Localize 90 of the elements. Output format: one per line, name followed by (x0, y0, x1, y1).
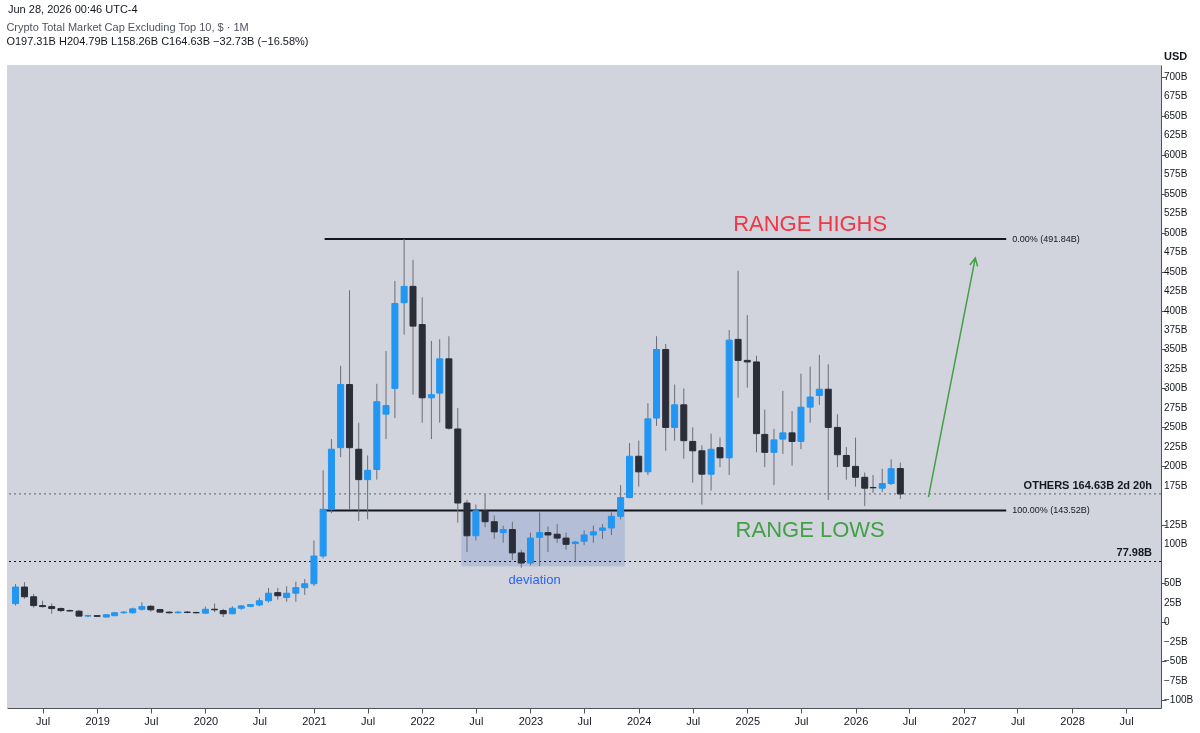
x-tick-label: 2027 (952, 714, 977, 727)
chart-subtitle: O197.31B H204.79B L158.26B C164.63B −32.73B (−16.58%) (6, 35, 309, 47)
y-tick-label: 650B (1164, 109, 1188, 121)
candlestick (292, 581, 300, 603)
candlestick (490, 514, 498, 540)
annotation: 0.00% (491.84B) (1012, 233, 1080, 244)
candlestick (427, 340, 435, 440)
x-tick-label: Jul (36, 714, 51, 727)
y-tick-label: 550B (1164, 187, 1188, 199)
x-tick-label: 2022 (410, 714, 435, 727)
x-tick-label: 2020 (193, 714, 219, 727)
annotation: RANGE LOWS (735, 516, 885, 542)
x-tick-label: Jul (1010, 714, 1026, 727)
y-tick-label: 200B (1164, 460, 1188, 472)
ref-line-label: OTHERS 164.63B 2d 20h (1023, 478, 1153, 491)
x-tick-label: Jul (252, 714, 267, 727)
text: Jun 28, 2026 00:46 UTC-4 (7, 2, 139, 17)
y-tick-label: 175B (1164, 479, 1188, 491)
x-tick-label: Jul (794, 714, 809, 727)
y-tick-label: 100B (1164, 538, 1188, 550)
candlestick (508, 521, 516, 561)
y-tick-label: 700B (1164, 70, 1188, 82)
y-tick-label: −75B (1164, 674, 1188, 686)
y-tick-label: 450B (1164, 265, 1188, 277)
candlestick (536, 511, 544, 567)
y-tick-label: 0 (1164, 616, 1170, 628)
candlestick (716, 437, 724, 468)
y-tick-label: 575B (1164, 168, 1188, 180)
y-tick-label: 125B (1164, 518, 1188, 530)
x-tick-label: 2021 (302, 714, 327, 727)
candlestick (698, 444, 706, 506)
candlestick (842, 446, 850, 481)
y-tick-label: −25B (1164, 635, 1188, 647)
x-tick-label: 2024 (626, 714, 652, 727)
y-tick-label: 275B (1164, 401, 1188, 413)
candlestick (481, 493, 489, 528)
candlestick (761, 408, 769, 468)
x-tick-label: 2025 (735, 714, 761, 727)
x-tick-label: 2028 (1060, 714, 1085, 727)
candlestick (138, 601, 146, 612)
annotation: deviation (508, 572, 561, 588)
candlestick (671, 384, 679, 442)
y-tick-label: 250B (1164, 421, 1188, 433)
chart-title: Crypto Total Market Cap Excluding Top 10, $ · 1M (6, 21, 249, 33)
candlestick (544, 525, 552, 553)
candlestick (734, 270, 742, 399)
candlestick (635, 440, 643, 488)
x-tick-label: 2026 (843, 714, 869, 727)
annotation: 100.00% (143.52B) (1012, 505, 1090, 516)
x-tick-label: Jul (902, 714, 917, 727)
candlestick (806, 366, 814, 424)
x-tick-label: Jul (577, 714, 592, 727)
y-tick-label: 325B (1164, 362, 1188, 374)
x-tick-label: Jul (144, 714, 159, 727)
y-tick-label: 50B (1164, 577, 1183, 589)
annotation: RANGE HIGHS (733, 211, 888, 236)
candlestick (607, 511, 615, 536)
candlestick (382, 350, 390, 440)
y-axis-title: USD (1164, 50, 1188, 62)
x-tick-label: 2019 (85, 714, 110, 727)
candlestick (689, 426, 697, 484)
y-tick-label: −50B (1164, 655, 1188, 667)
y-tick-label: 350B (1164, 343, 1188, 355)
ref-line-label: 77.98B (1116, 546, 1153, 559)
candlestick (815, 354, 823, 406)
y-tick-label: 425B (1164, 285, 1188, 297)
y-tick-label: 225B (1164, 440, 1188, 452)
candlestick (617, 484, 625, 520)
y-tick-label: 500B (1164, 226, 1188, 238)
x-tick-label: Jul (361, 714, 376, 727)
y-tick-label: 675B (1164, 90, 1188, 102)
candlestick (400, 238, 408, 336)
x-tick-label: Jul (686, 714, 701, 727)
y-tick-label: 400B (1164, 304, 1188, 316)
y-tick-label: 475B (1164, 246, 1188, 258)
y-tick-label: 375B (1164, 323, 1188, 335)
y-tick-label: 625B (1164, 129, 1188, 141)
x-tick-label: Jul (469, 714, 484, 727)
y-tick-label: 525B (1164, 207, 1188, 219)
candlestick (743, 314, 751, 389)
x-tick-label: Jul (1119, 714, 1134, 727)
y-tick-label: −100B (1164, 694, 1194, 706)
y-tick-label: 25B (1164, 596, 1183, 608)
candlestick (364, 454, 372, 520)
candlestick (788, 410, 796, 467)
y-tick-label: 600B (1164, 148, 1188, 160)
candlestick (852, 437, 860, 488)
x-tick-label: 2023 (518, 714, 544, 727)
candlestick (12, 583, 20, 607)
y-tick-label: 300B (1164, 382, 1188, 394)
